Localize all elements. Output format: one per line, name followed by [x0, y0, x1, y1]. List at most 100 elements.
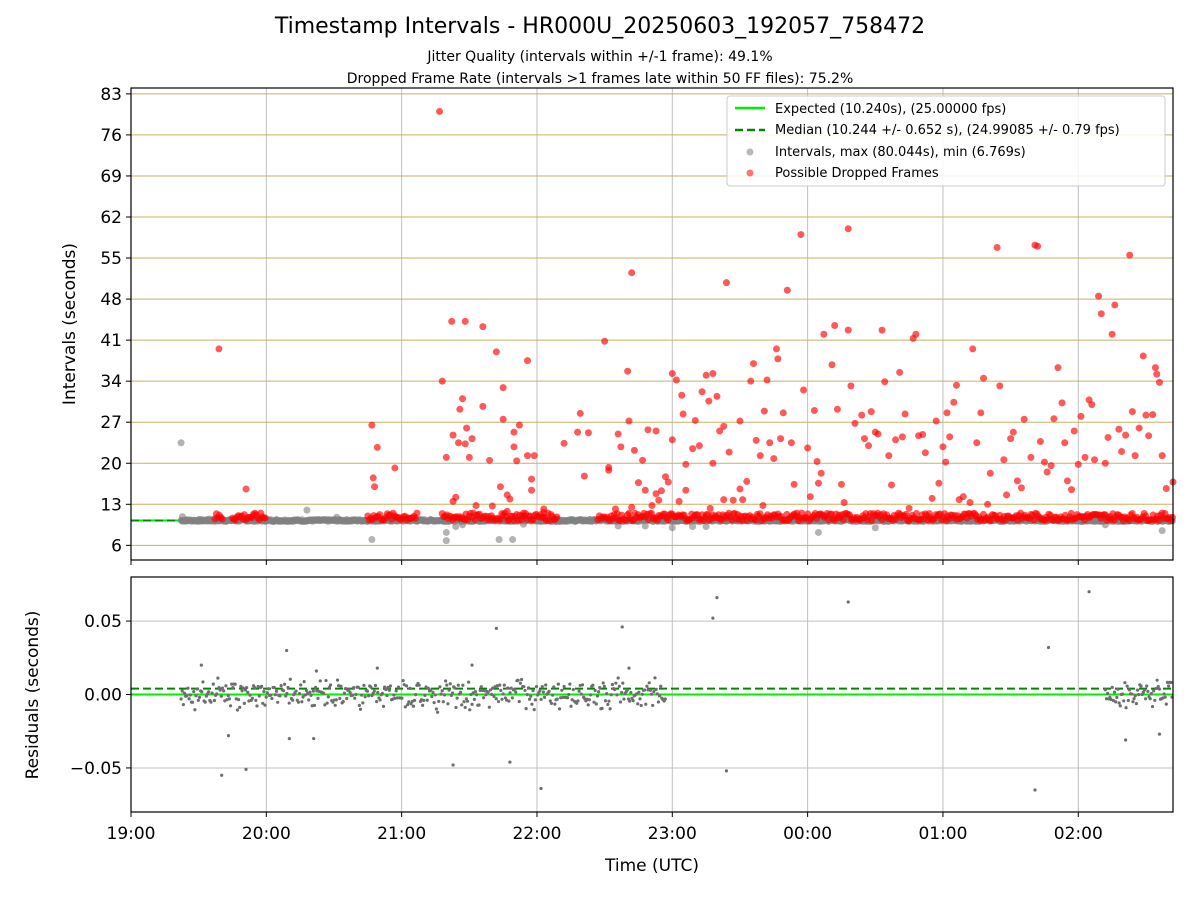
- dropped-frame-point: [831, 321, 839, 329]
- residual-point: [542, 695, 547, 700]
- dropped-frame-point: [797, 231, 805, 239]
- residual-point: [297, 691, 302, 696]
- dropped-frame-point: [465, 453, 473, 461]
- residual-point: [343, 687, 348, 691]
- intervals-y-tick-label: 48: [100, 290, 122, 310]
- residual-point: [608, 707, 612, 711]
- dropped-frame-point: [652, 427, 660, 435]
- dropped-frame-point: [614, 430, 622, 438]
- residual-point: [227, 697, 231, 701]
- dropped-frame-point: [1162, 484, 1170, 492]
- residual-point: [244, 767, 248, 772]
- dropped-frame-point: [888, 481, 896, 489]
- residual-point: [1116, 687, 1120, 691]
- residual-point: [640, 692, 644, 696]
- residual-point: [491, 686, 495, 690]
- dropped-frame-point: [528, 486, 536, 494]
- residuals-y-tick-label: 0.00: [84, 686, 122, 706]
- dropped-frame-point: [449, 431, 457, 439]
- residuals-panel: 0.05 0.00 −0.05 19:00 20:00 21:00 22:00 23:00 0…: [23, 576, 1174, 876]
- dropped-frame-point: [1036, 438, 1044, 446]
- dropped-frame-point: [1151, 364, 1159, 372]
- dropped-frame-point: [1043, 468, 1051, 476]
- dropped-frame-point: [912, 510, 920, 518]
- dropped-frame-point: [959, 493, 967, 501]
- dropped-frame-point: [705, 397, 713, 405]
- intervals-y-tick-label: 69: [100, 167, 122, 187]
- residual-point: [549, 701, 554, 705]
- dropped-frame-point: [709, 459, 717, 467]
- residual-point: [231, 686, 235, 690]
- dropped-frame-point: [442, 453, 450, 461]
- residual-point: [552, 685, 556, 689]
- residual-point: [224, 684, 228, 688]
- residual-point: [245, 685, 249, 690]
- dropped-frame-point: [763, 376, 771, 384]
- interval-point: [303, 506, 311, 514]
- residual-point: [1033, 788, 1037, 792]
- interval-point: [814, 528, 822, 536]
- dropped-frame-point: [371, 483, 379, 491]
- residual-point: [325, 701, 329, 705]
- residual-point: [243, 688, 248, 692]
- dropped-frame-point: [472, 501, 480, 509]
- residual-point: [352, 686, 356, 690]
- residual-point: [409, 702, 413, 706]
- residual-point: [509, 686, 513, 690]
- residual-point: [1120, 692, 1125, 696]
- dropped-frame-point: [839, 515, 847, 523]
- residual-point: [314, 669, 318, 673]
- residual-point: [376, 690, 380, 695]
- residual-point: [569, 704, 573, 708]
- residual-point: [233, 682, 237, 686]
- dropped-frame-point: [625, 417, 633, 425]
- residual-point: [192, 689, 196, 694]
- dropped-frame-point: [783, 286, 791, 294]
- residual-point: [561, 695, 565, 699]
- residual-point: [226, 734, 231, 738]
- dropped-frame-point: [770, 455, 778, 463]
- dropped-frame-point: [1007, 435, 1015, 443]
- intervals-y-ticks: 6 13 20 27 34 41 48 55 62 69 76 83: [100, 85, 131, 556]
- residual-point: [424, 685, 428, 689]
- dropped-frame-point: [668, 370, 676, 378]
- dropped-frame-point: [1139, 352, 1147, 360]
- dropped-frame-point: [454, 439, 462, 447]
- residual-point: [568, 682, 572, 686]
- residual-point: [622, 697, 626, 701]
- residual-point: [1135, 688, 1140, 692]
- residual-point: [627, 666, 631, 670]
- residual-point: [358, 707, 363, 711]
- residual-point: [1153, 698, 1157, 702]
- dropped-frame-point: [725, 448, 733, 456]
- residual-point: [565, 696, 570, 700]
- residual-point: [435, 710, 440, 714]
- residual-point: [531, 689, 535, 693]
- residual-point: [548, 699, 552, 703]
- dropped-frame-point: [743, 477, 751, 485]
- dropped-frame-point: [488, 502, 496, 510]
- x-tick-label: 00:00: [783, 824, 832, 844]
- residual-point: [222, 689, 226, 693]
- dropped-frame-point: [966, 499, 974, 507]
- residual-point: [1164, 702, 1168, 706]
- residual-point: [472, 697, 476, 701]
- dropped-frame-point: [1118, 448, 1126, 456]
- residual-point: [530, 702, 534, 706]
- dropped-frame-point: [679, 410, 687, 418]
- dropped-frame-point: [817, 469, 825, 477]
- residual-point: [385, 694, 389, 698]
- residual-point: [602, 684, 606, 689]
- residual-point: [510, 696, 514, 700]
- residual-point: [284, 694, 288, 698]
- residual-point: [285, 691, 289, 696]
- residual-point: [1167, 684, 1171, 688]
- dropped-frame-point: [1135, 424, 1143, 432]
- residual-point: [322, 691, 326, 695]
- legend-expected-label: Expected (10.240s), (25.00000 fps): [775, 102, 1006, 117]
- residual-point: [560, 688, 564, 692]
- dropped-frame-point: [921, 449, 929, 457]
- residual-point: [211, 682, 215, 686]
- dropped-frame-point: [1122, 431, 1130, 439]
- dropped-frame-point: [438, 377, 446, 385]
